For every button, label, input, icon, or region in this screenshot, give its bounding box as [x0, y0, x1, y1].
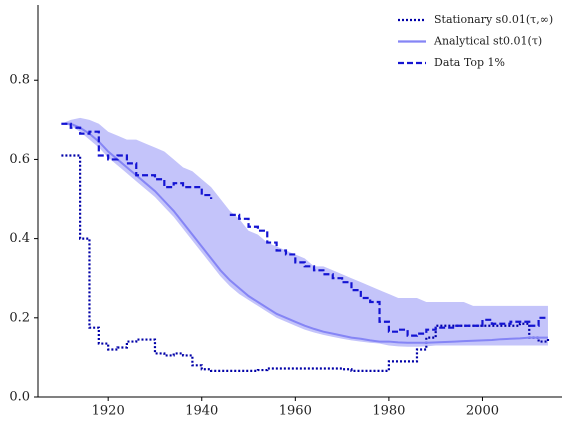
y-tick-label: 0.2: [9, 310, 30, 325]
y-tick-label: 0.8: [9, 73, 30, 88]
x-tick-label: 1980: [372, 404, 405, 419]
series-line: [61, 154, 550, 372]
x-tick-label: 1920: [92, 404, 125, 419]
y-tick-label: 0.6: [9, 152, 30, 167]
x-tick-label: 2000: [466, 404, 499, 419]
x-tick-label: 1940: [185, 404, 218, 419]
series-line: [61, 122, 548, 337]
series-line: [61, 122, 548, 344]
y-tick-label: 0.0: [9, 390, 30, 405]
band-area: [61, 117, 548, 347]
legend-label: Stationary s0.01(τ,∞): [434, 13, 553, 26]
legend-label: Data Top 1%: [434, 56, 505, 69]
legend-label: Analytical st0.01(τ): [433, 35, 542, 48]
x-tick-label: 1960: [279, 404, 312, 419]
y-tick-label: 0.4: [9, 231, 30, 246]
